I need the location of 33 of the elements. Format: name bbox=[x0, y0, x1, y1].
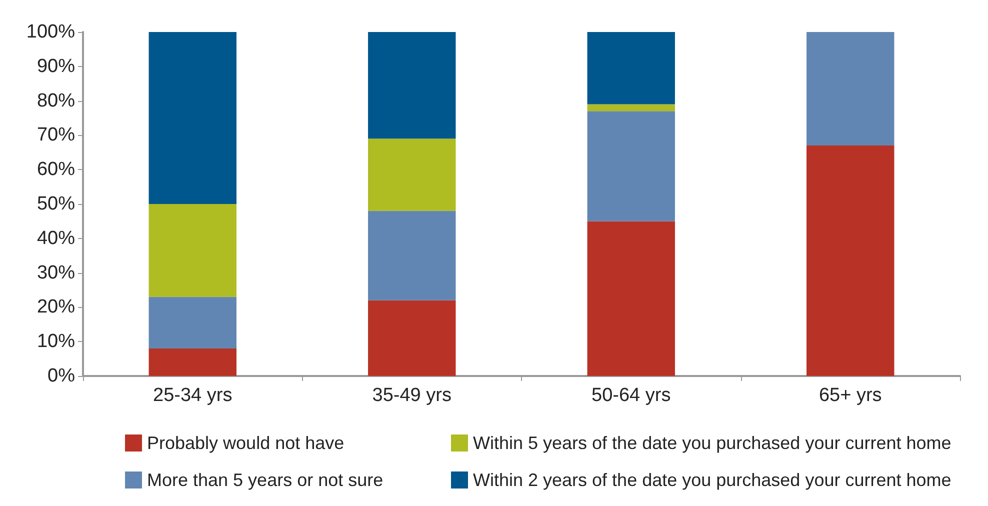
y-tick-label: 0% bbox=[48, 366, 76, 386]
y-tick-label: 70% bbox=[36, 124, 76, 146]
legend-label: More than 5 years or not sure bbox=[147, 470, 384, 490]
bar bbox=[587, 221, 675, 376]
bar bbox=[806, 146, 894, 376]
x-tick-label: 65+ yrs bbox=[818, 385, 882, 406]
y-tick-label: 100% bbox=[26, 22, 76, 42]
y-tick-label: 30% bbox=[36, 262, 76, 284]
y-tick-label: 40% bbox=[36, 228, 76, 249]
y-tick-label: 90% bbox=[36, 56, 76, 77]
legend-label: Probably would not have bbox=[147, 433, 344, 453]
bar bbox=[148, 32, 236, 204]
x-tick-label: 35-49 yrs bbox=[372, 385, 452, 406]
bar bbox=[148, 348, 236, 376]
bar bbox=[806, 32, 894, 146]
legend-label: Within 5 years of the date you purchased your current home bbox=[473, 433, 952, 453]
bar bbox=[368, 138, 456, 211]
y-tick-label: 50% bbox=[36, 194, 76, 214]
y-tick-label: 10% bbox=[36, 331, 76, 352]
bar bbox=[587, 111, 675, 222]
legend-label: Within 2 years of the date you purchased your current home bbox=[473, 470, 952, 490]
bar bbox=[148, 204, 236, 297]
bar bbox=[587, 104, 675, 112]
bar bbox=[368, 32, 456, 139]
y-tick-label: 60% bbox=[36, 159, 76, 180]
bar bbox=[368, 210, 456, 300]
x-tick-label: 25-34 yrs bbox=[153, 385, 232, 406]
y-tick-label: 20% bbox=[36, 296, 76, 318]
bar bbox=[368, 300, 456, 376]
bar bbox=[148, 296, 236, 348]
y-tick-label: 80% bbox=[36, 90, 76, 112]
x-tick-label: 50-64 yrs bbox=[592, 385, 671, 406]
bar bbox=[587, 32, 675, 104]
